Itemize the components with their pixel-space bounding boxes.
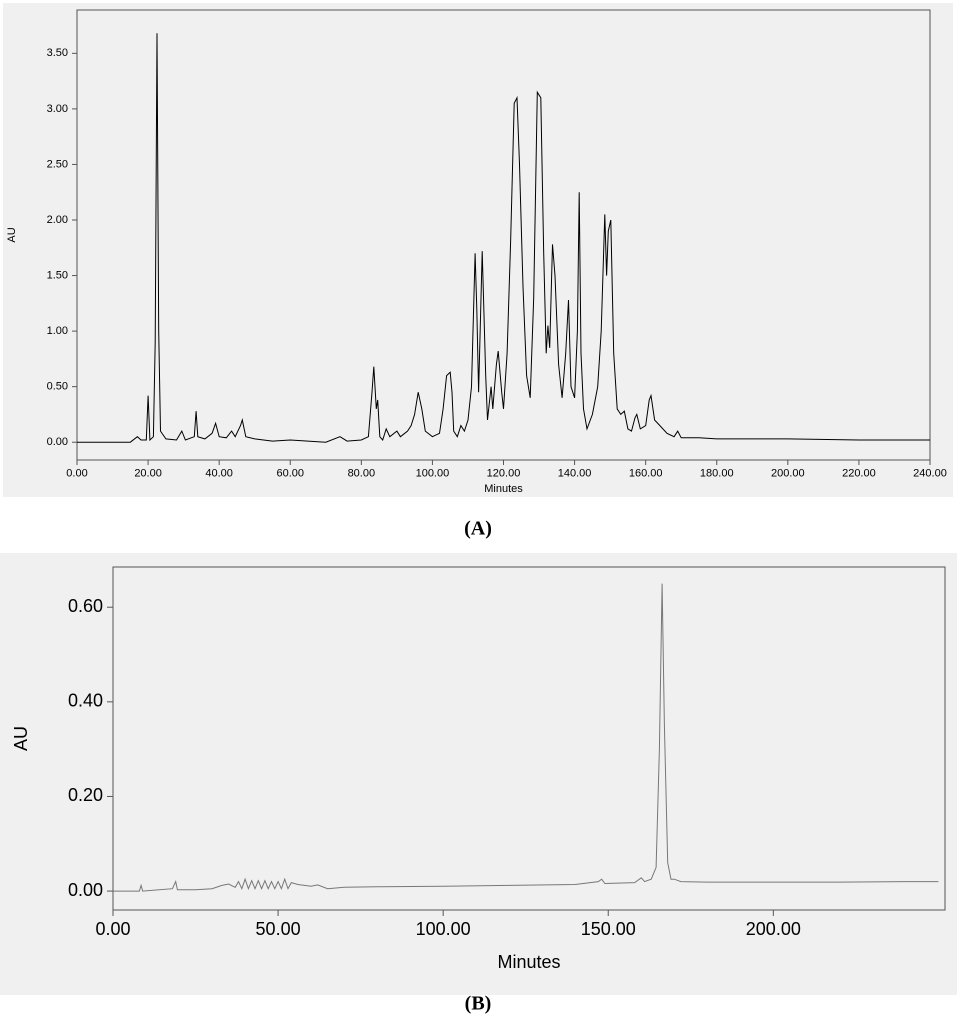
y-tick-label: 0.00: [47, 436, 68, 448]
plot-frame: [112, 566, 946, 911]
y-tick-label: 3.50: [47, 47, 68, 59]
x-tick-label: 40.00: [205, 468, 233, 480]
y-tick-label: 3.00: [47, 103, 68, 115]
x-tick-label: 140.00: [558, 468, 592, 480]
y-axis-label: AU: [6, 227, 18, 242]
x-tick-label: 80.00: [348, 468, 376, 480]
x-tick-label: 220.00: [842, 468, 876, 480]
plot-frame: [76, 9, 931, 461]
y-tick-label: 0.50: [47, 381, 68, 393]
x-tick-label: 0.00: [95, 919, 130, 939]
y-tick-label: 0.00: [68, 880, 103, 900]
x-tick-label: 200.00: [746, 919, 801, 939]
x-axis-label: Minutes: [497, 952, 560, 972]
y-tick-label: 1.50: [47, 269, 68, 281]
panel-caption: (A): [464, 518, 492, 540]
panel-caption: (B): [465, 993, 492, 1015]
x-tick-label: 60.00: [276, 468, 304, 480]
x-tick-label: 120.00: [487, 468, 521, 480]
y-tick-label: 1.00: [47, 325, 68, 337]
x-tick-label: 50.00: [256, 919, 301, 939]
x-tick-label: 160.00: [629, 468, 663, 480]
x-axis-label: Minutes: [484, 483, 523, 495]
chromatogram-line: [113, 583, 939, 892]
x-tick-label: 20.00: [134, 468, 162, 480]
chromatogram-line: [77, 33, 930, 443]
x-tick-label: 180.00: [700, 468, 734, 480]
x-tick-label: 100.00: [416, 468, 450, 480]
x-tick-label: 0.00: [66, 468, 87, 480]
x-tick-label: 150.00: [581, 919, 636, 939]
y-axis-label: AU: [11, 726, 31, 751]
y-tick-label: 0.40: [68, 691, 103, 711]
x-tick-label: 240.00: [913, 468, 947, 480]
x-tick-label: 200.00: [771, 468, 805, 480]
y-tick-label: 2.00: [47, 214, 68, 226]
x-tick-label: 100.00: [416, 919, 471, 939]
y-tick-label: 2.50: [47, 158, 68, 170]
y-tick-label: 0.60: [68, 596, 103, 616]
y-tick-label: 0.20: [68, 785, 103, 805]
